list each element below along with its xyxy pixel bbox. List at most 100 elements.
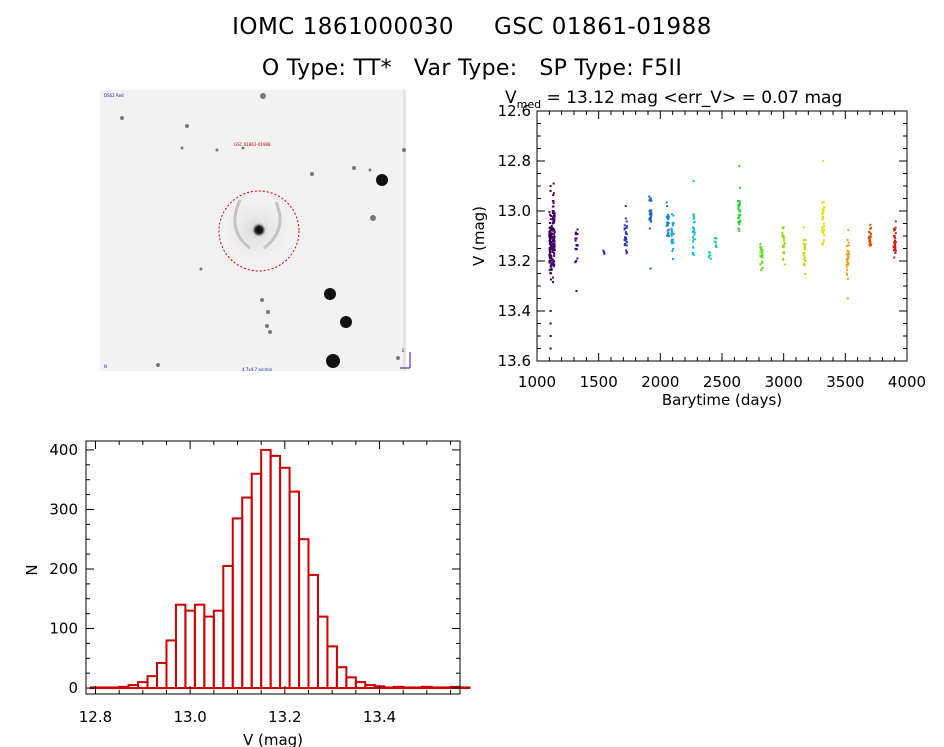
light-curve-point (761, 256, 764, 259)
histogram-bar (459, 686, 471, 690)
light-curve-point (822, 160, 825, 162)
light-curve-point (670, 238, 673, 241)
light-curve-point (846, 239, 849, 242)
light-curve-point (551, 243, 554, 246)
light-curve-point (552, 182, 555, 185)
x-tick-label: 1500 (580, 373, 618, 391)
x-tick-label: 3000 (765, 373, 803, 391)
histogram-bar (156, 662, 168, 690)
light-curve-point (548, 233, 551, 236)
light-curve-epoch (759, 243, 764, 272)
light-curve-point (781, 234, 784, 237)
light-curve-point (551, 212, 554, 215)
light-curve-point (667, 228, 670, 231)
light-curve-point (714, 241, 717, 244)
light-curve-point (803, 256, 806, 259)
light-curve-point (648, 199, 651, 202)
light-curve-point (894, 232, 897, 235)
light-curve-point (822, 210, 825, 213)
light-curve-point (783, 242, 786, 245)
light-curve-point (822, 222, 825, 225)
light-curve-point (671, 232, 674, 235)
light-curve-point (692, 238, 695, 241)
light-curve-point (574, 247, 577, 250)
sky-star (352, 166, 356, 170)
light-curve-point (552, 228, 555, 231)
light-curve-point (822, 200, 825, 203)
light-curve-point (549, 185, 552, 187)
nebula-arc-left (233, 199, 251, 250)
light-curve-point (550, 215, 553, 218)
light-curve-point (553, 263, 556, 266)
light-curve-epoch (781, 226, 786, 266)
light-curve-point (893, 249, 896, 252)
light-curve-point (761, 266, 764, 269)
light-curve-point (603, 251, 606, 254)
object-type: O Type: TT* (261, 56, 392, 81)
light-curve-point (893, 247, 896, 250)
x-tick-label: 4000 (888, 373, 926, 391)
light-curve-point (552, 265, 555, 268)
light-curve-point (761, 262, 764, 265)
light-curve-point (692, 213, 695, 216)
light-curve-point (549, 251, 552, 254)
light-curve-point (804, 273, 807, 276)
light-curve-point (551, 262, 554, 265)
light-curve-epoch (691, 180, 696, 256)
light-curve-point (738, 223, 741, 226)
light-curve-point (782, 251, 785, 254)
sky-star (370, 215, 376, 221)
spectral-type: SP Type: F5II (539, 56, 683, 81)
light-curve-point (692, 230, 695, 233)
histogram-bar (174, 603, 187, 690)
light-curve-point (553, 231, 556, 234)
light-curve-point (823, 234, 826, 237)
y-tick-label: 13.6 (498, 352, 531, 370)
light-curve-point (650, 211, 653, 214)
light-curve-point (667, 222, 670, 225)
light-curve-point (667, 218, 670, 221)
light-curve-point (625, 252, 628, 255)
light-curve-point (692, 214, 695, 217)
y-tick-label: 12.8 (498, 152, 531, 170)
x-tick-label: 12.8 (79, 708, 112, 726)
histogram-bar (118, 685, 130, 690)
light-curve-point (804, 243, 807, 246)
light-curve-point (649, 219, 652, 222)
histogram-bar (335, 666, 348, 690)
light-curve-point (574, 261, 577, 264)
light-curve-point (548, 254, 551, 257)
sky-star (368, 168, 372, 172)
light-curve-point (666, 234, 669, 237)
light-curve-point (665, 215, 668, 218)
light-curve-point (667, 234, 670, 237)
histogram-bar (241, 496, 253, 690)
light-curve-point (822, 241, 825, 244)
light-curve-point (553, 212, 556, 215)
sky-star (324, 288, 336, 300)
light-curve-point (549, 222, 552, 225)
light-curve-point (553, 233, 556, 236)
histogram-xlabel: V (mag) (243, 731, 303, 747)
light-curve-point (738, 229, 741, 232)
light-curve-point (847, 256, 850, 259)
light-curve-point (553, 218, 556, 221)
light-curve-point (692, 253, 695, 256)
light-curve-point (551, 205, 554, 208)
sky-star (326, 354, 340, 368)
light-curve-point (575, 248, 578, 251)
light-curve-point (550, 262, 553, 265)
x-tick-label: 3500 (826, 373, 864, 391)
light-curve-point (759, 263, 762, 266)
light-curve-point (625, 241, 628, 244)
light-curve-point (549, 259, 552, 262)
light-curve-point (552, 260, 555, 263)
light-curve-point (625, 233, 628, 236)
light-curve-point (845, 252, 848, 255)
light-curve-point (737, 204, 740, 207)
light-curve-point (802, 242, 805, 245)
light-curve-point (666, 205, 669, 208)
light-curve-point (868, 241, 871, 244)
light-curve-point (553, 254, 556, 257)
light-curve-point (649, 197, 652, 200)
